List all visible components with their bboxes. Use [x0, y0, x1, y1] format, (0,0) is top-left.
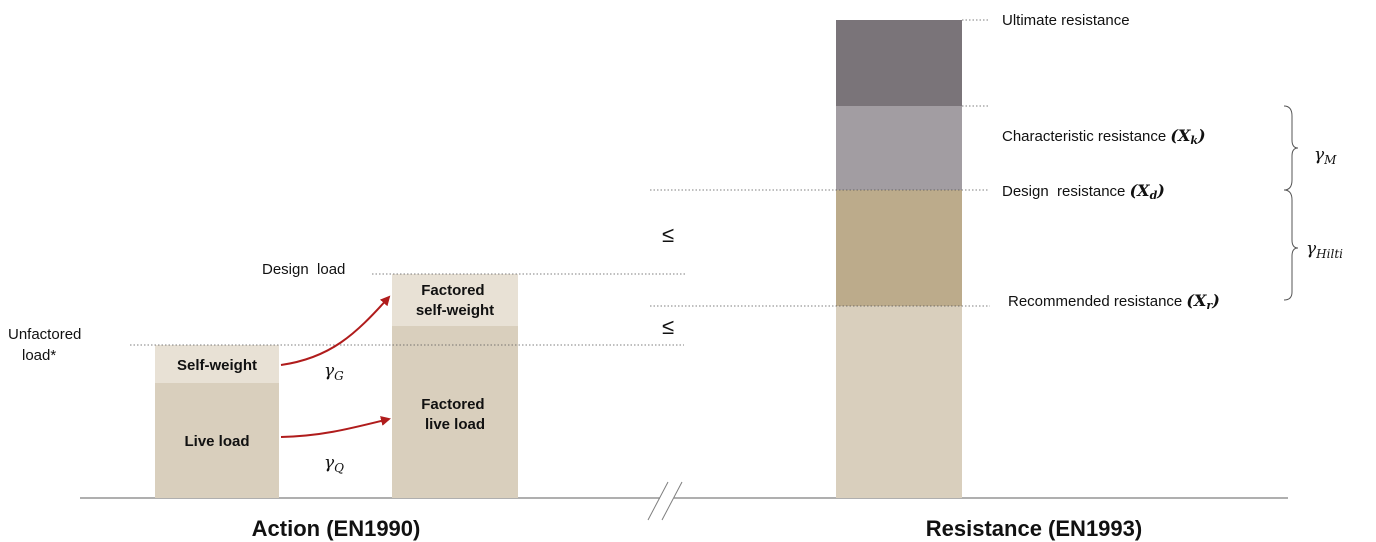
live-load-label: Live load — [184, 433, 249, 450]
recommended-resistance-block — [836, 306, 962, 498]
design-load-label: Design load — [262, 261, 345, 278]
characteristic-resistance-label: Characteristic resistance (Xk) — [1002, 126, 1206, 147]
factored-live-load-block — [392, 326, 518, 498]
self-weight-label: Self-weight — [177, 357, 257, 374]
axis-break-mark-2 — [661, 481, 683, 521]
gamma-hilti-brace — [1283, 189, 1299, 301]
factored-live-load-line2: live load — [425, 416, 485, 433]
resistance-title: Resistance (EN1993) — [926, 516, 1142, 541]
material-margin-block — [836, 106, 962, 190]
gamma-m-brace — [1283, 105, 1299, 191]
hilti-margin-block — [836, 190, 962, 306]
unfactored-label-line2: load* — [22, 347, 56, 364]
factored-self-weight-line1: Factored — [421, 282, 484, 299]
factored-live-load-line1: Factored — [421, 396, 484, 413]
design-resistance-label: Design resistance (Xd) — [1002, 181, 1165, 202]
ultimate-resistance-label: Ultimate resistance — [1002, 12, 1130, 29]
gamma-m-symbol: γM — [1314, 145, 1337, 167]
unfactored-label-line1: Unfactored — [8, 326, 81, 343]
factored-self-weight-label: Factored self-weight — [416, 282, 494, 319]
gamma-hilti-symbol: γHilti — [1306, 239, 1343, 261]
gamma-g-symbol: γG — [324, 361, 344, 383]
action-title: Action (EN1990) — [252, 516, 421, 541]
live-load-factor-arrow — [280, 416, 391, 438]
ultimate-margin-block — [836, 20, 962, 106]
factored-live-load-label: Factored live load — [421, 396, 489, 433]
axis-break-mark-1 — [647, 481, 669, 521]
factored-self-weight-line2: self-weight — [416, 302, 494, 319]
unfactored-load-label: Unfactored load* — [8, 326, 86, 364]
live-load-block — [155, 383, 279, 498]
factored-self-weight-block — [392, 274, 518, 326]
gamma-q-symbol: γQ — [324, 453, 344, 475]
self-weight-block — [155, 345, 279, 383]
self-weight-factor-arrow — [280, 295, 391, 366]
leq-sign-lower: ≤ — [662, 314, 674, 339]
recommended-resistance-label: Recommended resistance (Xr) — [1008, 291, 1220, 312]
leq-sign-upper: ≤ — [662, 222, 674, 247]
